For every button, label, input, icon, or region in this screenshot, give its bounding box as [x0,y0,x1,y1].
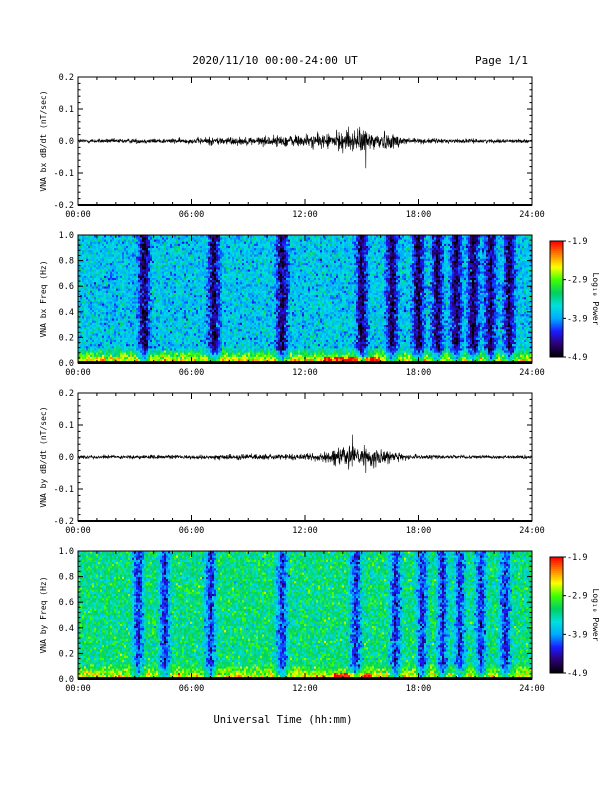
y-tick-label: -0.2 [54,517,74,527]
colorbar: -1.9 -2.9 -3.9 -4.9 Log₁₀ Power [550,237,600,363]
y-tick-label: 0.0 [59,359,74,369]
x-tick-label: 00:00 [65,210,91,220]
colorbar: -1.9 -2.9 -3.9 -4.9 Log₁₀ Power [550,553,600,679]
y-tick-label: 0.2 [59,73,74,83]
by-spectrogram-panel: 00:00 06:00 12:00 18:00 24:00 0.0 0.2 0.4 0.6 0.8… [39,547,600,694]
page-indicator: Page 1/1 [475,54,528,67]
y-tick-label: -0.1 [54,485,74,495]
bx-dbdt-panel: 00:00 06:00 12:00 18:00 24:00 -0.2 -0.1 0.0 0.1 0… [39,73,545,220]
y-tick-label: 0.6 [59,598,74,608]
y-tick-label: 0.0 [59,137,74,147]
x-tick-label: 12:00 [292,684,318,694]
x-tick-label: 18:00 [406,210,432,220]
x-tick-label: 12:00 [292,526,318,536]
x-tick-label: 18:00 [406,368,432,378]
x-tick-label: 12:00 [292,368,318,378]
x-tick-label: 06:00 [179,210,205,220]
y-tick-label: 0.4 [59,308,74,318]
by-dbdt-panel: 00:00 06:00 12:00 18:00 24:00 -0.2 -0.1 0.0 0.1 0… [39,389,545,536]
colorbar-label: Log₁₀ Power [591,273,600,326]
colorbar-tick-label: -2.9 [567,276,587,286]
x-tick-label: 06:00 [179,526,205,536]
y-tick-label: 0.0 [59,453,74,463]
colorbar-tick-label: -1.9 [567,237,587,247]
x-tick-label: 00:00 [65,368,91,378]
colorbar-label: Log₁₀ Power [591,589,600,642]
x-tick-label: 24:00 [519,210,545,220]
y-axis-label: VNA bx Freq (Hz) [39,260,48,337]
y-tick-label: 1.0 [59,547,74,557]
x-tick-label: 18:00 [406,684,432,694]
y-tick-label: 0.6 [59,282,74,292]
x-tick-label: 06:00 [179,368,205,378]
y-tick-label: 0.2 [59,333,74,343]
x-tick-label: 24:00 [519,684,545,694]
y-tick-label: 0.2 [59,649,74,659]
x-tick-label: 24:00 [519,368,545,378]
x-tick-label: 18:00 [406,526,432,536]
y-tick-label: 0.1 [59,105,74,115]
colorbar-tick-label: -2.9 [567,592,587,602]
y-tick-label: 1.0 [59,231,74,241]
y-tick-label: 0.8 [59,257,74,267]
x-tick-label: 12:00 [292,210,318,220]
y-tick-label: 0.0 [59,675,74,685]
x-tick-label: 06:00 [179,684,205,694]
colorbar-tick-label: -3.9 [567,314,587,324]
colorbar-tick-label: -3.9 [567,630,587,640]
y-tick-label: 0.2 [59,389,74,399]
colorbar-tick-label: -4.9 [567,669,587,679]
y-tick-label: 0.1 [59,421,74,431]
colorbar-tick-label: -4.9 [567,353,587,363]
y-axis-label: VNA by dB/dt (nT/sec) [39,406,48,507]
y-axis-label: VNA bx dB/dt (nT/sec) [39,90,48,191]
x-tick-label: 00:00 [65,684,91,694]
x-tick-label: 24:00 [519,526,545,536]
y-tick-label: -0.1 [54,169,74,179]
heatmap-cells [78,235,532,363]
y-tick-label: 0.8 [59,573,74,583]
y-axis-label: VNA by Freq (Hz) [39,576,48,653]
bx-spectrogram-panel: 00:00 06:00 12:00 18:00 24:00 0.0 0.2 0.4 0.6 0.8… [39,231,600,378]
plot-title: 2020/11/10 00:00-24:00 UT [192,54,358,67]
heatmap-cells [78,551,532,679]
y-tick-label: 0.4 [59,624,74,634]
x-tick-label: 00:00 [65,526,91,536]
colorbar-tick-label: -1.9 [567,553,587,563]
y-tick-label: -0.2 [54,201,74,211]
x-axis-title: Universal Time (hh:mm) [213,714,352,726]
